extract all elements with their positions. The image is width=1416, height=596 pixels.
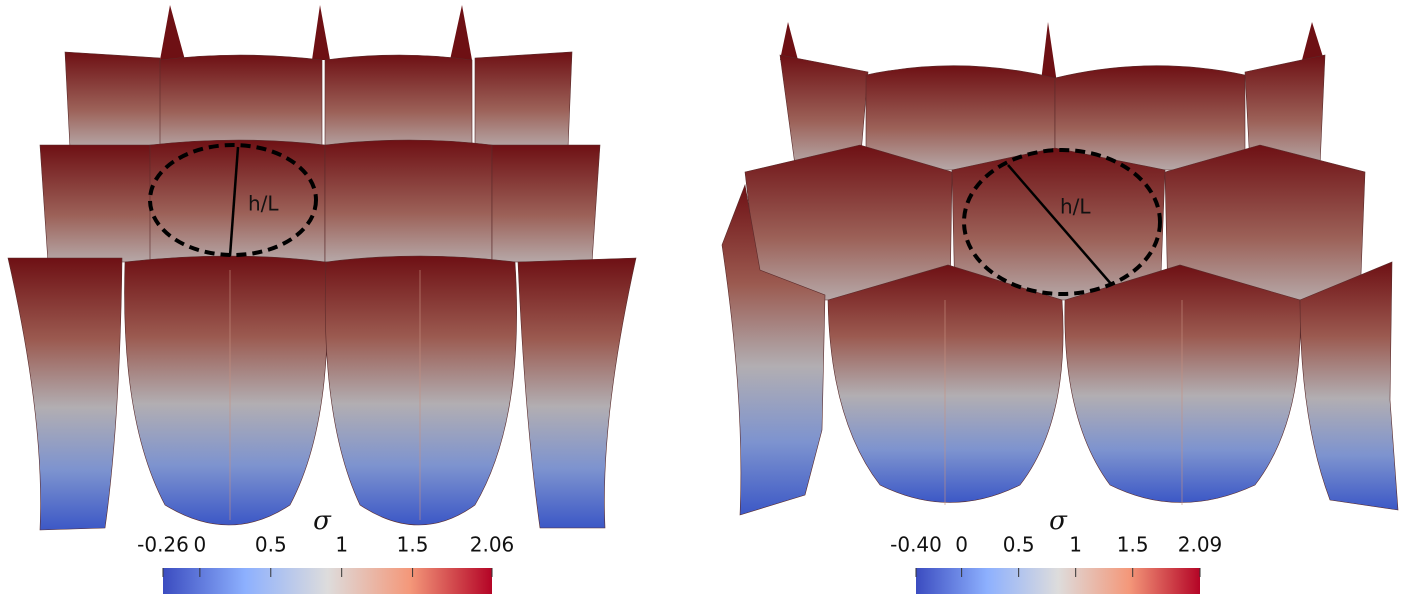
colorbar (916, 568, 1200, 594)
colorbar-tick-label: 0 (194, 533, 207, 557)
annotation-label: h/L (248, 192, 279, 216)
colorbar-tick-label: 1 (335, 533, 348, 557)
colorbar-tick-label: 0.5 (255, 533, 287, 557)
surface-left (8, 5, 636, 530)
colorbar-title: σ (1049, 506, 1068, 536)
annotation-label: h/L (1060, 195, 1091, 219)
colorbar-tick-label: 1 (1069, 533, 1082, 557)
figure: h/L σ h/L σ -0.2600.511.52.06-0.4000.511… (0, 0, 1416, 596)
colorbar-tick-label: 2.06 (470, 533, 515, 557)
colorbar-tick-label: 1.5 (1117, 533, 1149, 557)
colorbar (163, 568, 492, 594)
colorbar-title: σ (313, 506, 332, 536)
colorbar-tick-label: 1.5 (397, 533, 429, 557)
surface-right (722, 22, 1398, 515)
colorbar-tick-label: -0.40 (890, 533, 942, 557)
colorbar-tick-label: 0.5 (1003, 533, 1035, 557)
colorbar-tick-label: 2.09 (1178, 533, 1223, 557)
colorbar-tick-label: -0.26 (137, 533, 189, 557)
colorbar-tick-label: 0 (955, 533, 968, 557)
